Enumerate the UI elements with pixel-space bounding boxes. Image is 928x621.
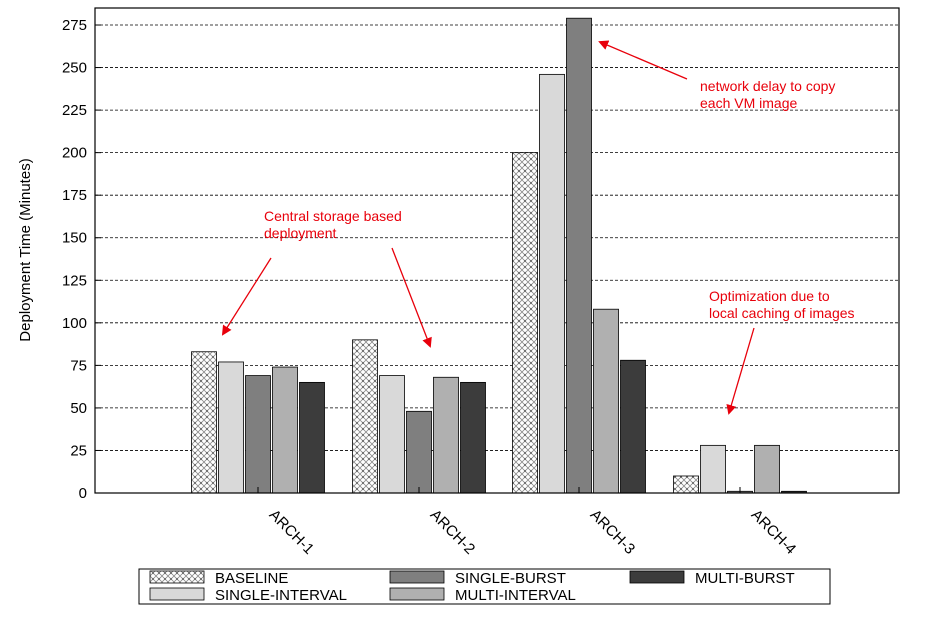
bar-baseline-arch-1 — [191, 351, 217, 494]
annotation-arrow — [598, 40, 688, 80]
annotation-network-delay-line1: network delay to copy — [700, 78, 835, 94]
annotation-central-storage-line1: Central storage based — [264, 208, 402, 224]
legend-item-single-burst: SINGLE-BURST — [389, 570, 566, 587]
y-tick-label: 200 — [62, 145, 87, 162]
y-tick-label: 50 — [70, 400, 87, 417]
annotation-local-caching-line2: local caching of images — [709, 305, 855, 321]
bar-single-burst-arch-2 — [406, 410, 432, 494]
annotation-arrow — [726, 327, 755, 415]
bar-baseline-arch-2 — [352, 339, 378, 494]
bar-baseline-arch-3 — [512, 152, 538, 494]
bar-multi-interval-arch-2 — [433, 376, 459, 494]
annotation-central-storage-line2: deployment — [264, 225, 336, 241]
bar-multi-burst-arch-2 — [460, 381, 486, 494]
legend-swatch-multi-interval — [389, 587, 445, 601]
y-tick-labels: 0 25 50 75 100 125 150 175 200 225 250 275 — [62, 17, 101, 502]
bar-single-interval-arch-1 — [218, 361, 244, 494]
legend-swatch-multi-burst — [629, 570, 685, 584]
bar-multi-interval-arch-3 — [593, 308, 619, 494]
bar-single-interval-arch-4 — [700, 444, 726, 494]
annotation-central-storage: Central storage based deployment — [221, 208, 432, 348]
annotation-arrow — [391, 247, 432, 348]
y-tick-label: 275 — [62, 17, 87, 34]
legend-label-multi-interval: MULTI-INTERVAL — [455, 587, 576, 604]
bar-multi-interval-arch-1 — [272, 366, 298, 494]
annotation-local-caching-line1: Optimization due to — [709, 288, 830, 304]
legend-swatch-baseline — [149, 570, 205, 584]
bar-baseline-arch-4 — [673, 475, 699, 494]
x-tick-label: ARCH-3 — [587, 506, 639, 558]
bar-single-interval-arch-3 — [539, 73, 565, 494]
bar-single-interval-arch-2 — [379, 375, 405, 494]
gridlines — [95, 24, 899, 451]
legend-box — [138, 568, 831, 605]
legend-label-baseline: BASELINE — [215, 570, 288, 587]
bar-single-burst-arch-3 — [566, 17, 592, 494]
x-tick-label: ARCH-1 — [266, 506, 318, 558]
annotation-network-delay: network delay to copy each VM image — [598, 40, 835, 111]
plot-frame — [94, 7, 900, 494]
legend-swatch-single-interval — [149, 587, 205, 601]
y-tick-label: 100 — [62, 315, 87, 332]
x-tick-labels: ARCH-1 ARCH-2 ARCH-3 ARCH-4 — [257, 487, 800, 558]
legend-item-baseline: BASELINE — [149, 570, 288, 587]
y-tick-label: 150 — [62, 230, 87, 247]
y-tick-label: 225 — [62, 102, 87, 119]
y-tick-label: 175 — [62, 187, 87, 204]
bar-multi-burst-arch-1 — [299, 381, 325, 494]
bar-multi-interval-arch-4 — [754, 444, 780, 494]
legend-label-multi-burst: MULTI-BURST — [695, 570, 795, 587]
annotation-network-delay-line2: each VM image — [700, 95, 797, 111]
x-tick-label: ARCH-2 — [427, 506, 479, 558]
legend: BASELINE SINGLE-INTERVAL SINGLE-BURST MU… — [138, 568, 831, 605]
annotation-arrow — [221, 257, 272, 336]
bar-single-burst-arch-1 — [245, 375, 271, 494]
y-tick-label: 0 — [79, 485, 87, 502]
axes — [94, 7, 900, 494]
x-tick-label: ARCH-4 — [748, 506, 800, 558]
y-tick-label: 75 — [70, 357, 87, 374]
y-tick-label: 25 — [70, 442, 87, 459]
bar-multi-burst-arch-3 — [620, 359, 646, 494]
annotation-local-caching: Optimization due to local caching of ima… — [709, 288, 855, 415]
y-tick-label: 250 — [62, 60, 87, 77]
bars — [191, 17, 807, 494]
y-tick-label: 125 — [62, 272, 87, 289]
legend-item-multi-burst: MULTI-BURST — [629, 570, 795, 587]
legend-label-single-burst: SINGLE-BURST — [455, 570, 566, 587]
legend-swatch-single-burst — [389, 570, 445, 584]
legend-item-single-interval: SINGLE-INTERVAL — [149, 587, 347, 604]
y-axis-label: Deployment Time (Minutes) — [17, 158, 34, 341]
legend-label-single-interval: SINGLE-INTERVAL — [215, 587, 347, 604]
legend-item-multi-interval: MULTI-INTERVAL — [389, 587, 576, 604]
